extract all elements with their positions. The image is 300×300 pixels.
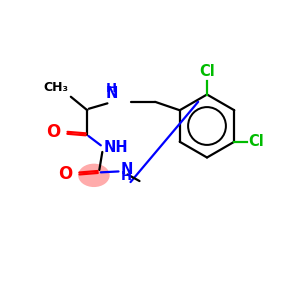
Text: CH₃: CH₃ <box>44 81 68 94</box>
Text: NH: NH <box>104 140 128 155</box>
Text: N: N <box>121 162 133 177</box>
Ellipse shape <box>78 164 110 187</box>
Text: O: O <box>46 123 60 141</box>
Text: Cl: Cl <box>199 64 215 79</box>
Text: H: H <box>106 82 117 95</box>
Text: Cl: Cl <box>249 134 264 149</box>
Text: H: H <box>121 170 132 183</box>
Text: O: O <box>58 166 72 184</box>
Text: N: N <box>105 86 118 101</box>
